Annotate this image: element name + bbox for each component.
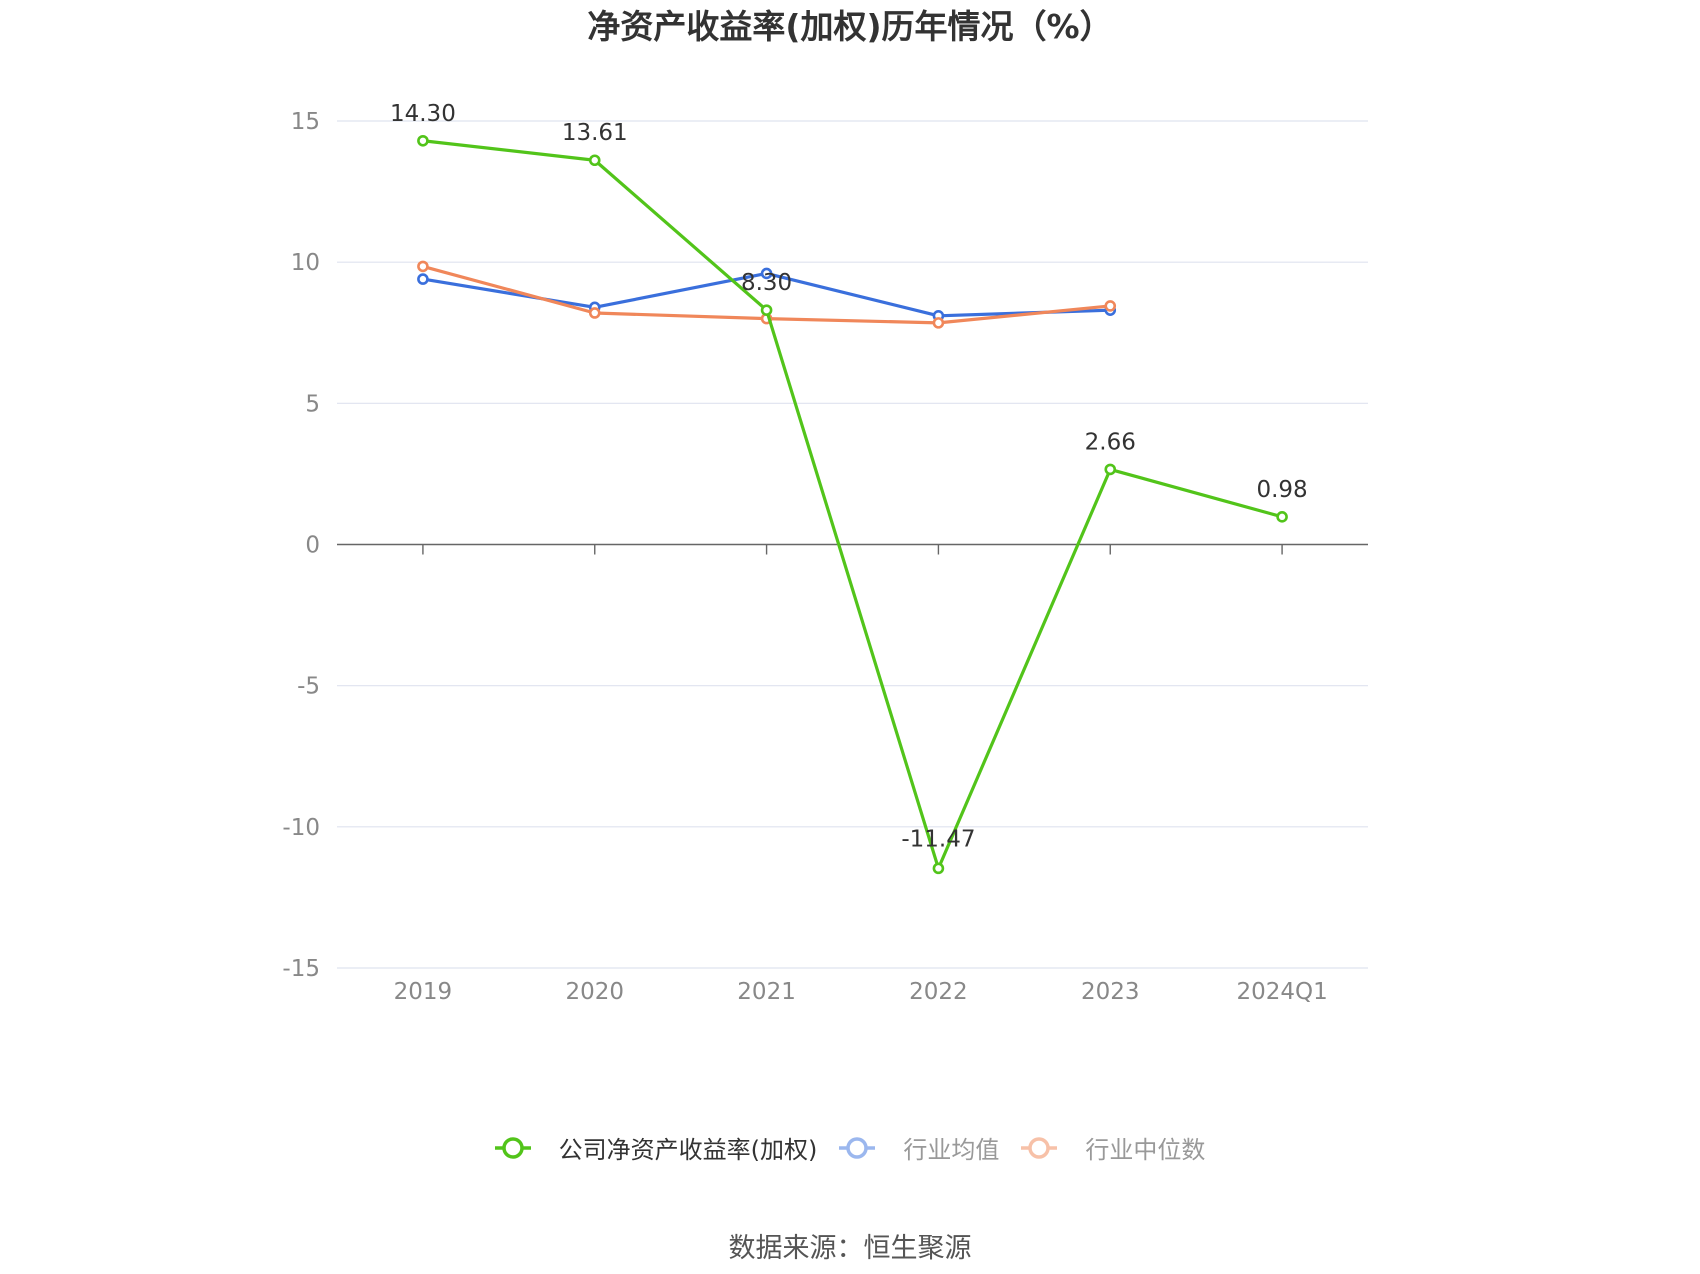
data-labels: 14.30 13.61 8.30 -11.47 2.66 0.98 — [390, 101, 1308, 853]
chart-title: 净资产收益率(加权)历年情况（%） — [587, 7, 1113, 46]
y-tick-label: 15 — [291, 109, 320, 135]
data-label: -11.47 — [901, 826, 975, 852]
data-point — [417, 260, 429, 273]
axes: 15 10 5 0 -5 -10 -15 2019 2020 2021 2022 2023 2024Q1 — [282, 109, 1327, 1005]
data-label: 8.30 — [741, 270, 792, 296]
data-point — [417, 134, 429, 147]
y-tick-label: -5 — [297, 674, 320, 700]
legend-swatch-icon — [494, 1136, 531, 1159]
legend-item-1[interactable]: 行业均值 — [839, 1130, 999, 1165]
legend-label: 公司净资产收益率(加权) — [558, 1136, 818, 1164]
data-point — [760, 267, 773, 280]
data-point — [588, 154, 601, 167]
legend-label: 行业均值 — [903, 1136, 1000, 1164]
data-point — [760, 304, 773, 316]
legend-swatch-icon — [839, 1136, 876, 1159]
data-point — [417, 273, 429, 285]
legend-item-2[interactable]: 行业中位数 — [1021, 1130, 1205, 1165]
data-label: 0.98 — [1256, 477, 1307, 503]
y-tick-label: -15 — [282, 956, 320, 982]
x-tick-label: 2022 — [909, 979, 968, 1005]
y-tick-label: 5 — [305, 391, 320, 417]
data-point — [932, 317, 945, 329]
x-tick-label: 2019 — [394, 979, 453, 1005]
x-tick-label: 2023 — [1081, 979, 1140, 1005]
y-tick-label: 10 — [291, 250, 320, 276]
data-point — [1104, 463, 1117, 476]
y-tick-label: -10 — [282, 815, 320, 841]
data-point — [1104, 300, 1117, 312]
legend-swatch-icon — [1021, 1136, 1058, 1159]
data-point — [588, 307, 601, 319]
data-label: 2.66 — [1085, 429, 1136, 455]
data-label: 13.61 — [562, 120, 628, 146]
legend: 公司净资产收益率(加权) 行业均值 行业中位数 — [0, 1130, 1700, 1165]
x-tick-label: 2021 — [737, 979, 796, 1005]
series-lines — [417, 134, 1288, 875]
grid-lines — [337, 120, 1368, 969]
data-source: 数据来源：恒生聚源 — [728, 1233, 972, 1264]
series-line-0 — [422, 139, 1283, 870]
x-tick-label: 2020 — [565, 979, 624, 1005]
legend-label: 行业中位数 — [1085, 1136, 1206, 1164]
data-point — [932, 862, 945, 875]
data-label: 14.30 — [390, 101, 456, 127]
data-point — [1276, 511, 1288, 523]
legend-item-0[interactable]: 公司净资产收益率(加权) — [494, 1130, 818, 1165]
x-tick-label: 2024Q1 — [1236, 979, 1327, 1005]
y-tick-label: 0 — [305, 533, 320, 559]
